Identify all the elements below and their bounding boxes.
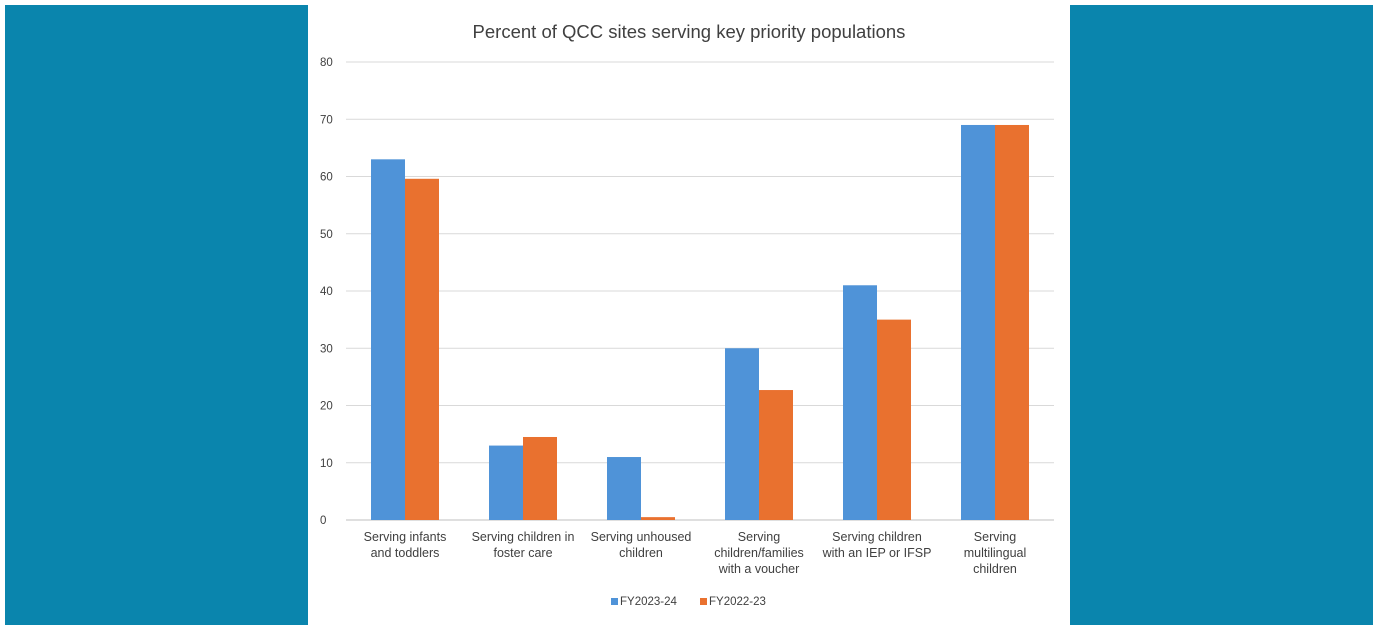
bar-fy2022-23 — [995, 124, 1029, 520]
chart-title: Percent of QCC sites serving key priorit… — [473, 21, 906, 42]
x-tick-label: Serving children in foster care — [472, 530, 575, 560]
bars — [371, 124, 1029, 521]
x-axis: Serving infants and toddlers Serving child… — [364, 530, 1027, 576]
chart-panel: Percent of QCC sites serving key priorit… — [308, 5, 1070, 626]
legend-label: FY2023-24 — [620, 596, 678, 608]
x-tick-label: Serving children with an IEP or IFSP — [822, 530, 932, 560]
bar-fy2022-23 — [877, 319, 911, 520]
y-tick-label: 40 — [320, 286, 333, 298]
y-tick-label: 30 — [320, 343, 333, 355]
x-tick-label: Serving children/families with a voucher — [714, 530, 804, 576]
bar-chart: Percent of QCC sites serving key priorit… — [320, 21, 1054, 608]
legend-label: FY2022-23 — [709, 596, 766, 608]
y-tick-label: 50 — [320, 229, 333, 241]
legend-swatch — [700, 598, 707, 605]
y-tick-label: 10 — [320, 458, 333, 470]
bar-fy2022-23 — [523, 436, 557, 520]
x-tick-label: Serving unhoused children — [591, 530, 692, 560]
y-tick-label: 0 — [320, 515, 326, 527]
bar-fy2022-23 — [759, 390, 793, 520]
y-tick-label: 70 — [320, 114, 333, 126]
bar-fy2022-23 — [641, 517, 675, 520]
bar-fy2023-24 — [371, 159, 405, 520]
bar-fy2023-24 — [725, 348, 759, 520]
x-tick-label: Serving multilingual children — [964, 530, 1027, 576]
bar-fy2022-23 — [405, 178, 439, 521]
y-tick-label: 60 — [320, 172, 333, 184]
legend: FY2023-24 FY2022-23 — [611, 596, 766, 608]
legend-swatch — [611, 598, 618, 605]
bar-fy2023-24 — [607, 457, 641, 520]
y-tick-label: 80 — [320, 57, 333, 69]
bar-fy2023-24 — [489, 445, 523, 520]
gridlines — [346, 61, 1054, 521]
x-tick-label: Serving infants and toddlers — [364, 530, 447, 560]
bar-fy2023-24 — [843, 285, 877, 520]
y-axis: 0 10 20 30 40 50 60 70 80 — [320, 57, 333, 527]
y-tick-label: 20 — [320, 401, 333, 413]
bar-fy2023-24 — [961, 124, 995, 520]
